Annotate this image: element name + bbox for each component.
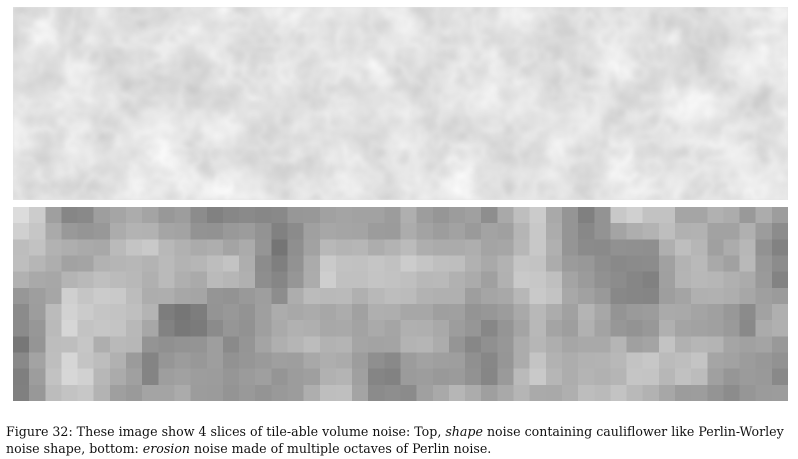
- caption-line-1-prefix: Figure 32: These image show 4 slices of …: [6, 424, 446, 439]
- shape-noise-canvas: [13, 7, 788, 200]
- erosion-noise-canvas: [13, 207, 788, 401]
- caption-shape-term: shape: [445, 424, 483, 439]
- caption-line-2-suffix: noise made of multiple octaves of Perlin…: [190, 441, 492, 456]
- caption-erosion-term: erosion: [142, 441, 191, 456]
- caption-line-1: Figure 32: These image show 4 slices of …: [6, 423, 796, 440]
- caption-line-2: noise shape, bottom: erosion noise made …: [6, 440, 796, 457]
- figure-caption: Figure 32: These image show 4 slices of …: [6, 423, 796, 457]
- shape-noise-image: [13, 7, 788, 200]
- erosion-noise-image: [13, 207, 788, 401]
- caption-line-2-prefix: noise shape, bottom:: [6, 441, 143, 456]
- caption-line-1-suffix: noise containing cauliflower like Perlin…: [482, 424, 784, 439]
